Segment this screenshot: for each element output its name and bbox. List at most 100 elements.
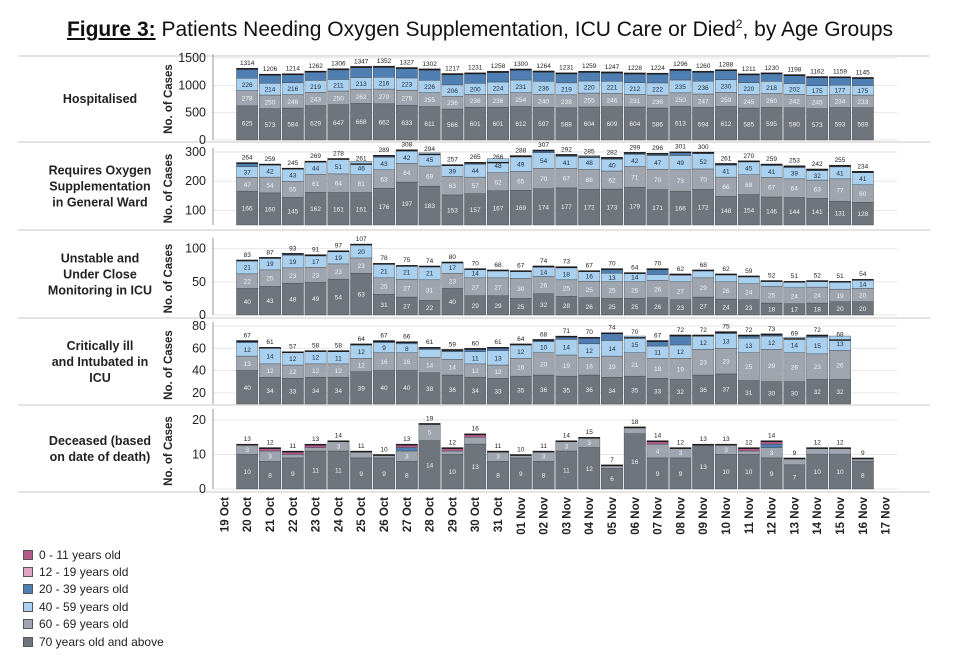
segment-value-label: 12 [266, 368, 274, 375]
bar-total-cap [806, 76, 828, 78]
bar-total-label: 307 [538, 142, 549, 149]
bar-total-label: 255 [835, 157, 846, 164]
bar-total-label: 57 [289, 344, 297, 351]
segment-value-label: 18 [563, 271, 571, 278]
bar-segment-60-69 [304, 447, 327, 452]
segment-value-label: 162 [310, 206, 321, 213]
bar-segment-60-69 [281, 454, 304, 459]
bar-total-label: 60 [472, 340, 480, 347]
y-tick-label: 10 [192, 447, 206, 461]
segment-value-label: 128 [857, 211, 868, 218]
bar-segment-40-59 [646, 274, 669, 281]
bar-total-label: 74 [426, 258, 434, 265]
segment-value-label: 26 [540, 283, 548, 290]
bar-segment-40-59 [623, 335, 646, 353]
bar-total-cap [760, 440, 783, 443]
segment-value-label: 176 [379, 204, 390, 211]
bar-total-label: 62 [722, 266, 730, 273]
y-tick-label: 50 [192, 275, 206, 289]
bar-total-cap [829, 281, 851, 283]
segment-value-label: 40 [608, 163, 616, 170]
segment-value-label: 68 [586, 177, 594, 184]
bar-total-cap [669, 273, 692, 276]
segment-value-label: 23 [312, 272, 320, 279]
segment-value-label: 21 [426, 270, 434, 277]
segment-value-label: 219 [310, 84, 321, 91]
bar-total-label: 11 [358, 443, 365, 450]
segment-value-label: 34 [266, 388, 274, 395]
segment-value-label: 30 [517, 286, 525, 293]
bar-segment-20-39 [646, 269, 669, 275]
bar-total-label: 1217 [445, 65, 460, 72]
segment-value-label: 609 [607, 121, 618, 128]
segment-value-label: 223 [401, 82, 412, 89]
panel-label: Requires Oxygen Supplementation in General… [49, 164, 152, 210]
bar-total-cap [555, 440, 578, 443]
segment-value-label: 19 [608, 364, 616, 371]
bar-total-label: 13 [722, 436, 730, 443]
segment-value-label: 9 [679, 471, 683, 478]
segment-value-label: 35 [563, 388, 571, 395]
segment-value-label: 10 [745, 469, 753, 476]
bar-segment-40-59 [783, 336, 806, 353]
bar-total-cap [259, 163, 281, 166]
segment-value-label: 202 [789, 86, 800, 93]
segment-value-label: 226 [424, 84, 435, 91]
legend-label: 12 - 19 years old [39, 565, 129, 580]
segment-value-label: 230 [721, 84, 732, 91]
segment-value-label: 200 [470, 86, 481, 93]
bar-total-cap [646, 340, 669, 342]
bar-total-label: 51 [836, 273, 844, 280]
legend: 0 - 11 years old 12 - 19 years old 20 - 39… [23, 546, 164, 650]
segment-value-label: 22 [244, 279, 252, 286]
panel-5: Deceased (based on date of death) No. of C… [49, 409, 897, 496]
segment-value-label: 588 [561, 121, 572, 128]
bar-total-cap [578, 337, 600, 339]
segment-value-label: 32 [677, 389, 685, 396]
segment-value-label: 41 [563, 160, 571, 167]
bar-total-cap [487, 71, 509, 73]
bar-total-label: 1314 [240, 60, 255, 67]
segment-value-label: 63 [449, 183, 457, 190]
bar-segment-20-39 [760, 73, 783, 82]
segment-value-label: 8 [405, 346, 409, 353]
bar-total-label: 59 [449, 341, 457, 348]
segment-value-label: 8 [542, 473, 546, 480]
bar-total-cap [396, 444, 418, 446]
bar-total-label: 13 [312, 436, 320, 443]
segment-value-label: 42 [266, 168, 274, 175]
bar-segment-20-39 [532, 71, 555, 82]
bar-total-label: 9 [861, 450, 865, 457]
segment-value-label: 26 [654, 287, 662, 294]
segment-value-label: 39 [791, 171, 799, 178]
bar-total-label: 80 [449, 254, 457, 261]
bar-total-cap [418, 153, 441, 156]
bar-total-label: 71 [563, 328, 571, 335]
segment-value-label: 16 [631, 459, 639, 466]
segment-value-label: 12 [677, 349, 685, 356]
segment-value-label: 42 [631, 158, 639, 165]
segment-value-label: 171 [652, 205, 663, 212]
segment-value-label: 7 [793, 474, 797, 481]
segment-value-label: 216 [287, 86, 298, 93]
segment-value-label: 14 [540, 269, 548, 276]
segment-value-label: 144 [789, 209, 800, 216]
bar-total-cap [601, 332, 623, 335]
bar-total-label: 259 [265, 156, 276, 163]
bar-total-cap [373, 454, 395, 456]
segment-value-label: 23 [700, 360, 708, 367]
x-tick-label: 15 Nov [835, 496, 847, 534]
segment-value-label: 161 [356, 206, 367, 213]
bar-total-label: 1264 [536, 63, 551, 70]
segment-value-label: 26 [791, 365, 799, 372]
segment-value-label: 19 [335, 255, 343, 262]
segment-value-label: 32 [540, 302, 548, 309]
bar-total-label: 296 [652, 145, 663, 152]
bar-segment-20-39 [236, 69, 259, 79]
segment-value-label: 66 [722, 184, 730, 191]
segment-value-label: 625 [242, 120, 253, 127]
segment-value-label: 54 [335, 295, 343, 302]
bar-segment-20-39 [601, 72, 623, 82]
bar-total-cap [555, 336, 578, 338]
segment-value-label: 34 [608, 388, 616, 395]
